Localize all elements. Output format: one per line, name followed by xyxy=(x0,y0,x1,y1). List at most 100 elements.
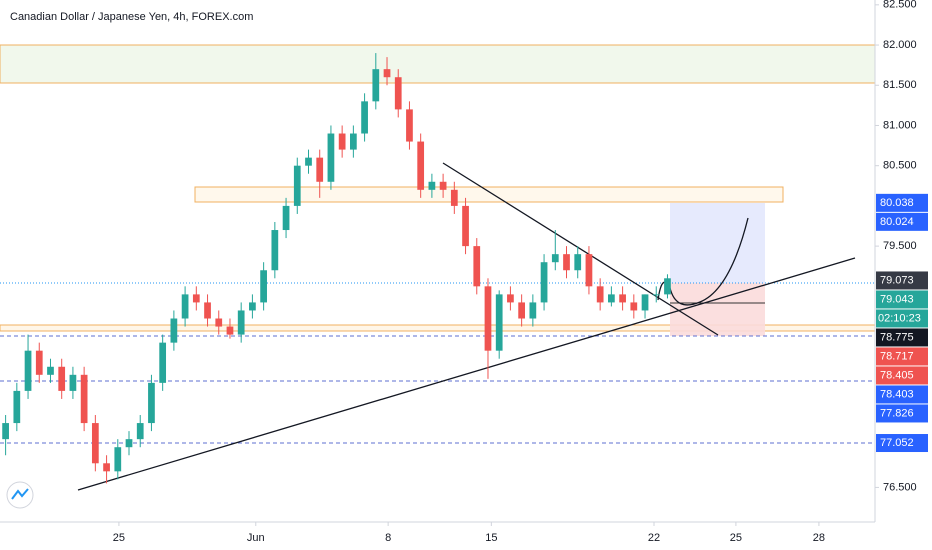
price-label: 78.405 xyxy=(880,369,914,381)
y-tick-label: 80.500 xyxy=(883,160,917,172)
stop-zone xyxy=(670,283,765,336)
candle-body xyxy=(282,205,290,231)
trend-line xyxy=(77,257,856,491)
candle-body xyxy=(69,374,77,391)
candle-body xyxy=(136,423,144,440)
candle-body xyxy=(114,447,122,472)
price-label-box xyxy=(876,347,928,366)
price-label-box xyxy=(876,328,928,347)
x-tick-label: 15 xyxy=(485,532,497,544)
candle-body xyxy=(406,109,413,142)
candle-body xyxy=(125,439,133,448)
candle-body xyxy=(148,382,155,424)
candle-body xyxy=(428,181,436,190)
price-label: 77.052 xyxy=(880,437,914,449)
candles xyxy=(2,53,671,484)
price-label-box xyxy=(876,366,928,385)
candle-body xyxy=(383,69,391,78)
price-label-box xyxy=(876,212,928,231)
resistance-zone xyxy=(0,44,876,84)
candle-body xyxy=(664,278,671,295)
candle-body xyxy=(372,69,380,102)
candle-body xyxy=(91,423,99,464)
candle-body xyxy=(181,294,189,319)
price-label: 78.717 xyxy=(880,350,914,362)
x-tick-label: Jun xyxy=(247,532,265,544)
price-label-box xyxy=(876,271,928,290)
x-tick-label: 22 xyxy=(648,532,660,544)
candle-body xyxy=(507,294,514,303)
candle-body xyxy=(529,302,537,319)
price-label-box xyxy=(876,290,928,309)
candle-body xyxy=(327,133,335,182)
candle-body xyxy=(596,286,604,303)
candle-body xyxy=(249,302,256,311)
candle-body xyxy=(540,262,548,303)
price-label-box xyxy=(876,193,928,212)
price-label: 80.038 xyxy=(880,197,914,209)
candle-body xyxy=(271,230,279,271)
x-tick-label: 25 xyxy=(730,532,742,544)
candle-body xyxy=(226,326,234,335)
candle-body xyxy=(361,101,368,134)
y-tick-label: 79.500 xyxy=(883,240,917,252)
countdown-box xyxy=(876,309,928,328)
candle-body xyxy=(305,157,312,166)
candle-body xyxy=(338,133,346,150)
candle-body xyxy=(24,350,32,391)
candle-body xyxy=(215,318,223,327)
candle-body xyxy=(394,77,402,110)
candle-body xyxy=(237,310,245,335)
trend-line xyxy=(442,162,719,336)
candle-body xyxy=(204,302,211,319)
candle-body xyxy=(103,463,110,472)
candle-body xyxy=(58,366,66,391)
projection-curve xyxy=(657,217,749,306)
candle-body xyxy=(35,350,43,375)
y-tick-label: 76.500 xyxy=(883,481,917,493)
x-tick-label: 25 xyxy=(113,532,125,544)
candle-body xyxy=(170,318,178,343)
x-tick-label: 28 xyxy=(813,532,825,544)
candle-body xyxy=(551,254,559,263)
candle-body xyxy=(574,254,582,271)
x-tick-label: 8 xyxy=(385,532,391,544)
candle-body xyxy=(585,254,593,287)
price-label-box xyxy=(876,385,928,404)
price-label-box xyxy=(876,404,928,423)
target-zone xyxy=(670,203,765,283)
candle-body xyxy=(417,141,425,190)
candle-body xyxy=(473,246,481,287)
candle-body xyxy=(47,366,54,375)
candle-body xyxy=(13,390,21,424)
candle-body xyxy=(641,294,649,311)
candle-body xyxy=(159,342,167,383)
price-label-box xyxy=(876,434,928,453)
candle-body xyxy=(484,286,492,351)
candle-body xyxy=(293,165,301,206)
candle-body xyxy=(652,294,660,296)
candle-body xyxy=(619,294,626,303)
candle-body xyxy=(450,189,458,206)
countdown: 02:10:23 xyxy=(878,312,921,324)
price-label: 79.043 xyxy=(880,293,914,305)
logo-mark xyxy=(11,488,29,500)
candle-body xyxy=(462,205,469,247)
resistance-zone xyxy=(194,186,784,203)
axis-ticks: 82.500 82.000 81.500 81.000 80.500 79.500 76.5… xyxy=(113,0,928,544)
chart-title: Canadian Dollar / Japanese Yen, 4h, FORE… xyxy=(10,11,253,23)
candle-body xyxy=(260,270,267,303)
price-label: 78.775 xyxy=(880,331,914,343)
candle-body xyxy=(80,374,88,424)
price-label: 79.073 xyxy=(880,274,914,286)
candle-body xyxy=(630,302,638,311)
y-tick-label: 82.500 xyxy=(883,0,917,11)
candle-body xyxy=(350,133,357,150)
candle-body xyxy=(192,294,200,303)
price-label: 78.403 xyxy=(880,388,914,400)
candle-body xyxy=(518,302,525,319)
candle-body xyxy=(608,294,615,303)
candle-body xyxy=(563,254,570,271)
